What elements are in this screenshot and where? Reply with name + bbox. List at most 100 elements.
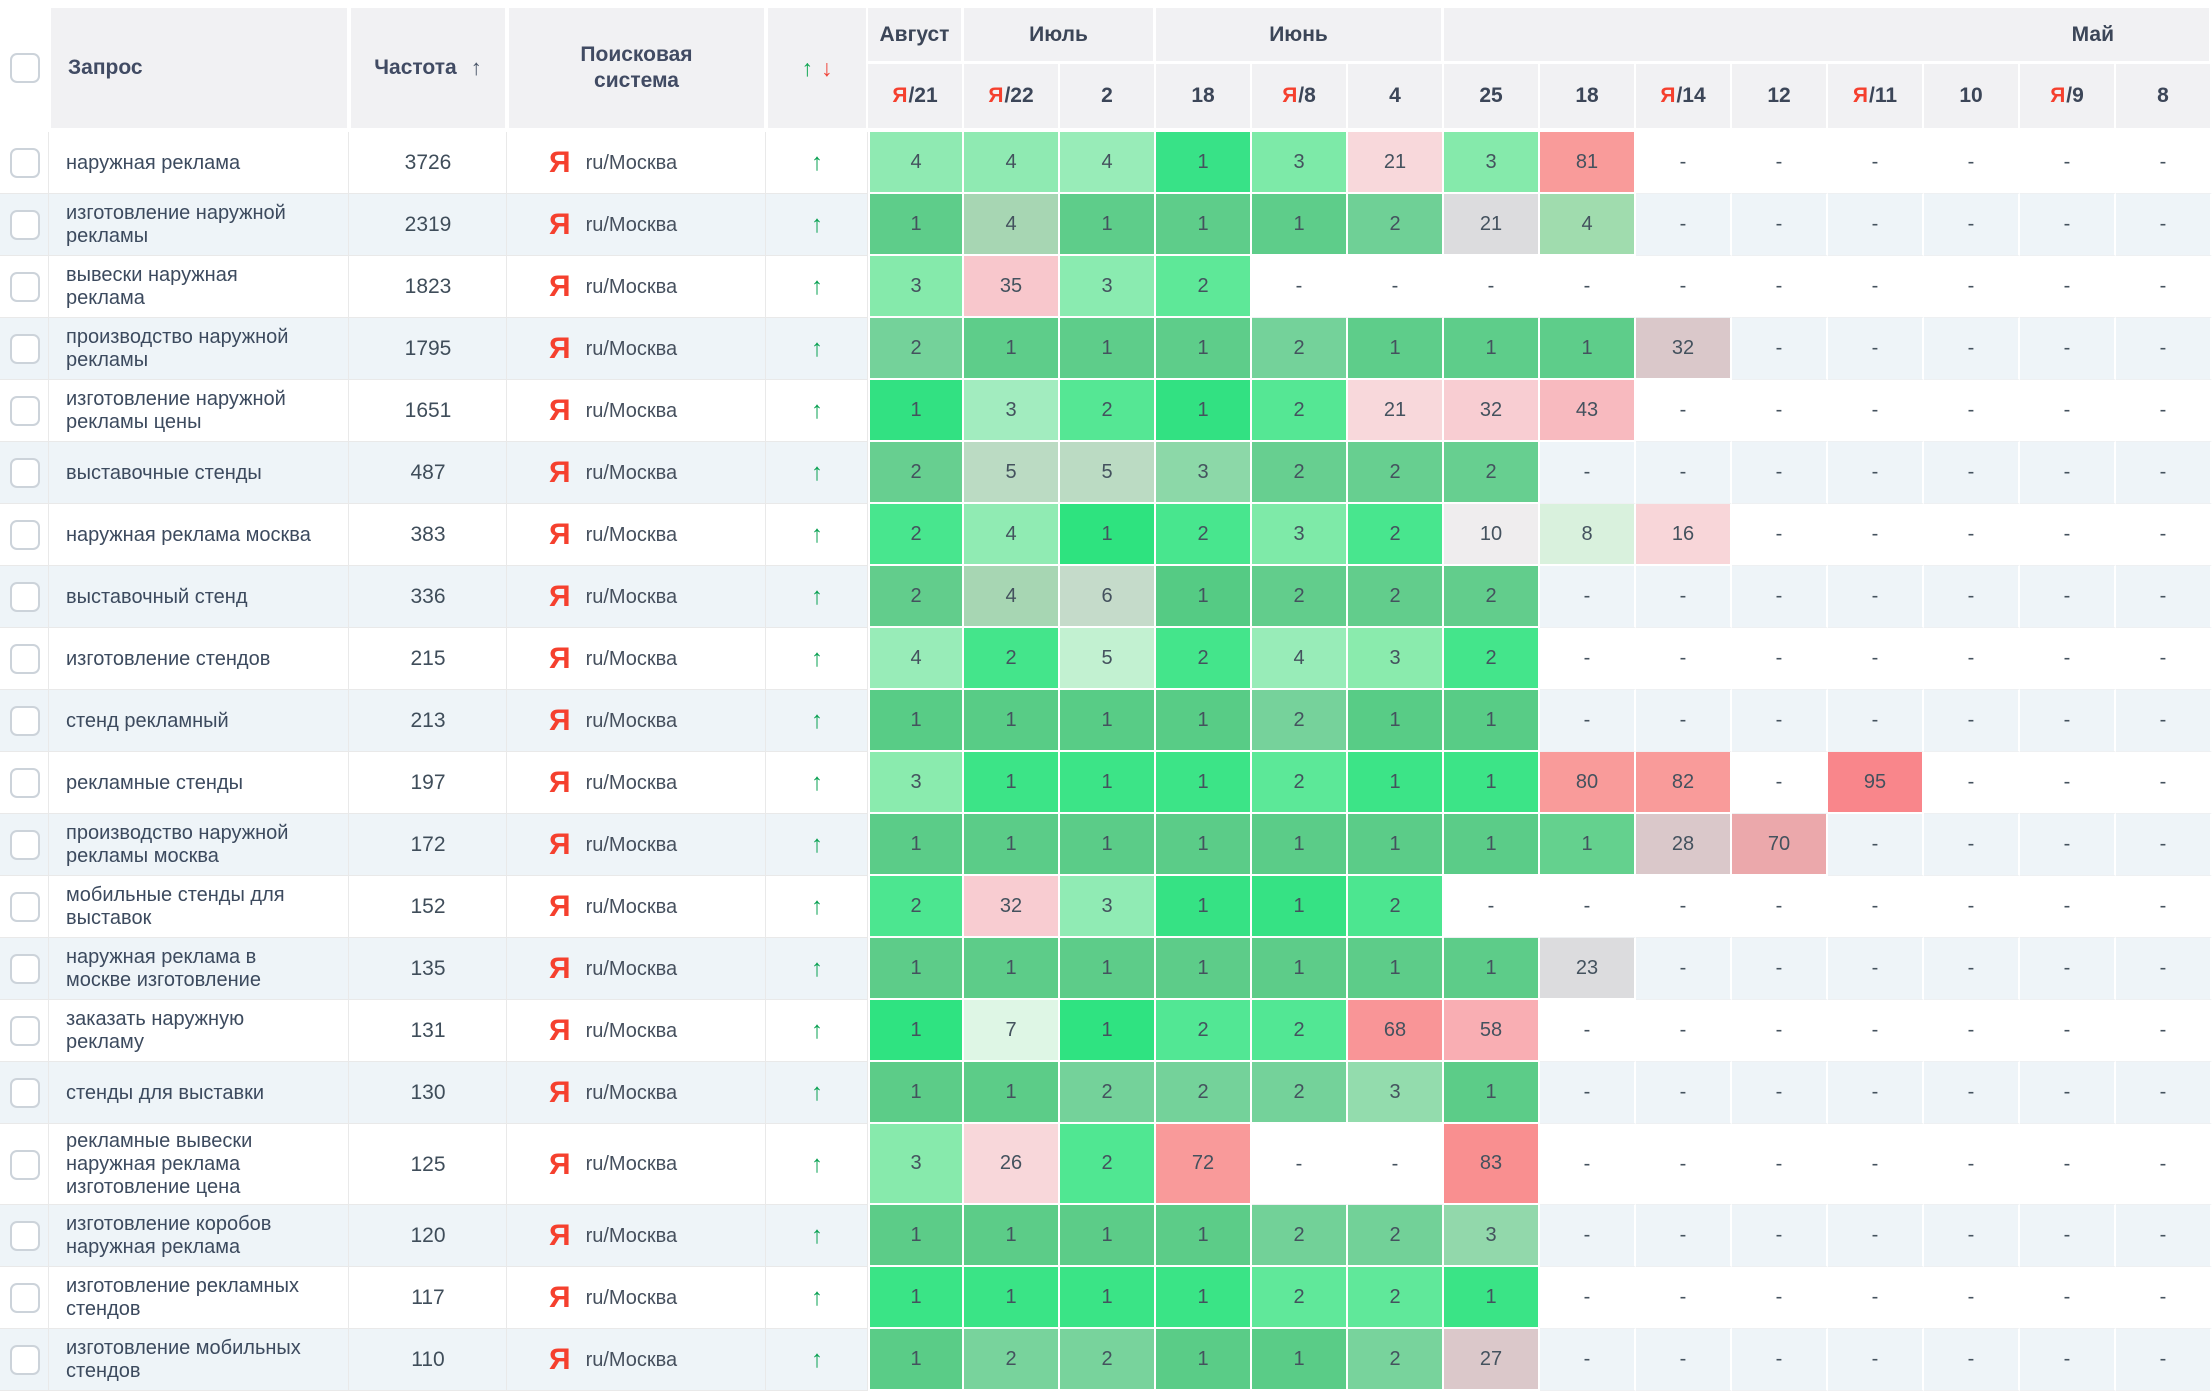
position-cell[interactable]: 1 — [1156, 380, 1252, 442]
position-cell[interactable]: 26 — [964, 1124, 1060, 1205]
row-checkbox[interactable] — [9, 830, 40, 860]
keyword-query-cell[interactable]: наружная реклама в москве изготовление — [49, 938, 349, 1000]
position-cell[interactable]: 1 — [1156, 876, 1252, 938]
position-cell[interactable]: 1 — [1444, 318, 1540, 380]
row-checkbox[interactable] — [9, 396, 40, 426]
position-cell[interactable]: 2 — [1348, 1329, 1444, 1391]
position-cell[interactable]: 8 — [1540, 504, 1636, 566]
position-cell[interactable]: 1 — [868, 380, 964, 442]
position-cell[interactable]: 2 — [868, 318, 964, 380]
row-checkbox[interactable] — [9, 1078, 40, 1108]
keyword-query-cell[interactable]: производство наружной рекламы москва — [49, 814, 349, 876]
position-cell[interactable]: 1 — [964, 690, 1060, 752]
position-cell[interactable]: 2 — [1348, 1205, 1444, 1267]
position-cell[interactable]: 5 — [1060, 442, 1156, 504]
date-column-header-11[interactable]: Я/11 — [1828, 64, 1924, 128]
position-cell[interactable]: 1 — [1348, 690, 1444, 752]
position-cell[interactable]: 1 — [1060, 504, 1156, 566]
position-cell[interactable]: 2 — [1252, 1267, 1348, 1329]
position-cell[interactable]: 21 — [1348, 380, 1444, 442]
position-cell[interactable]: 1 — [1348, 814, 1444, 876]
position-cell[interactable]: 1 — [964, 814, 1060, 876]
position-cell[interactable]: 2 — [1060, 1124, 1156, 1205]
date-column-header-2[interactable]: Я/22 — [964, 64, 1060, 128]
position-cell[interactable]: 16 — [1636, 504, 1732, 566]
position-cell[interactable]: 1 — [1444, 938, 1540, 1000]
position-cell[interactable]: 3 — [1252, 504, 1348, 566]
position-cell[interactable]: 2 — [1252, 442, 1348, 504]
position-cell[interactable]: 1 — [1540, 318, 1636, 380]
position-cell[interactable]: 3 — [1348, 628, 1444, 690]
position-cell[interactable]: 4 — [1252, 628, 1348, 690]
row-checkbox[interactable] — [9, 954, 40, 984]
position-cell[interactable]: 2 — [1252, 1205, 1348, 1267]
position-cell[interactable]: 35 — [964, 256, 1060, 318]
select-all-checkbox[interactable] — [9, 53, 40, 83]
position-cell[interactable]: 28 — [1636, 814, 1732, 876]
position-cell[interactable]: 2 — [1156, 504, 1252, 566]
row-checkbox[interactable] — [9, 210, 40, 240]
position-cell[interactable]: 1 — [1156, 1205, 1252, 1267]
keyword-query-cell[interactable]: стенды для выставки — [49, 1062, 349, 1124]
position-cell[interactable]: 1 — [1060, 938, 1156, 1000]
position-cell[interactable]: 1 — [868, 1000, 964, 1062]
position-cell[interactable]: 3 — [1348, 1062, 1444, 1124]
position-cell[interactable]: 72 — [1156, 1124, 1252, 1205]
position-cell[interactable]: 2 — [1348, 876, 1444, 938]
position-cell[interactable]: 2 — [1444, 566, 1540, 628]
position-cell[interactable]: 1 — [868, 938, 964, 1000]
position-cell[interactable]: 2 — [1252, 566, 1348, 628]
position-cell[interactable]: 10 — [1444, 504, 1540, 566]
position-cell[interactable]: 1 — [964, 938, 1060, 1000]
position-cell[interactable]: 2 — [868, 566, 964, 628]
keyword-query-cell[interactable]: изготовление наружной рекламы — [49, 194, 349, 256]
position-cell[interactable]: 1 — [1444, 690, 1540, 752]
position-cell[interactable]: 1 — [868, 194, 964, 256]
column-header-search-engine[interactable]: Поисковая система — [507, 8, 766, 128]
keyword-query-cell[interactable]: выставочные стенды — [49, 442, 349, 504]
keyword-query-cell[interactable]: наружная реклама москва — [49, 504, 349, 566]
position-cell[interactable]: 1 — [1060, 194, 1156, 256]
position-cell[interactable]: 1 — [1348, 752, 1444, 814]
row-checkbox[interactable] — [9, 1221, 40, 1251]
position-cell[interactable]: 1 — [1156, 752, 1252, 814]
position-cell[interactable]: 2 — [1348, 442, 1444, 504]
position-cell[interactable]: 4 — [964, 132, 1060, 194]
position-cell[interactable]: 1 — [868, 690, 964, 752]
position-cell[interactable]: 1 — [1060, 1000, 1156, 1062]
position-cell[interactable]: 2 — [1252, 1000, 1348, 1062]
date-column-header-3[interactable]: 2 — [1060, 64, 1156, 128]
position-cell[interactable]: 2 — [1156, 1000, 1252, 1062]
position-cell[interactable]: 1 — [1252, 938, 1348, 1000]
row-checkbox[interactable] — [9, 334, 40, 364]
position-cell[interactable]: 3 — [1444, 132, 1540, 194]
position-cell[interactable]: 1 — [964, 752, 1060, 814]
position-cell[interactable]: 1 — [868, 814, 964, 876]
keyword-query-cell[interactable]: стенд рекламный — [49, 690, 349, 752]
position-cell[interactable]: 2 — [1156, 256, 1252, 318]
row-checkbox[interactable] — [9, 768, 40, 798]
position-cell[interactable]: 3 — [868, 1124, 964, 1205]
position-cell[interactable]: 1 — [1156, 1329, 1252, 1391]
row-checkbox[interactable] — [9, 1283, 40, 1313]
row-checkbox[interactable] — [9, 706, 40, 736]
column-header-trend[interactable]: ↑ ↓ — [766, 8, 868, 128]
position-cell[interactable]: 1 — [868, 1062, 964, 1124]
position-cell[interactable]: 1 — [1060, 1205, 1156, 1267]
position-cell[interactable]: 21 — [1348, 132, 1444, 194]
position-cell[interactable]: 1 — [1156, 132, 1252, 194]
position-cell[interactable]: 2 — [1348, 1267, 1444, 1329]
position-cell[interactable]: 1 — [1060, 690, 1156, 752]
position-cell[interactable]: 1 — [1252, 814, 1348, 876]
row-checkbox[interactable] — [9, 520, 40, 550]
keyword-query-cell[interactable]: рекламные стенды — [49, 752, 349, 814]
position-cell[interactable]: 1 — [1156, 814, 1252, 876]
position-cell[interactable]: 4 — [868, 628, 964, 690]
row-checkbox[interactable] — [9, 1345, 40, 1375]
position-cell[interactable]: 1 — [1156, 938, 1252, 1000]
row-checkbox[interactable] — [9, 272, 40, 302]
position-cell[interactable]: 2 — [1348, 566, 1444, 628]
position-cell[interactable]: 1 — [1156, 194, 1252, 256]
position-cell[interactable]: 1 — [1156, 690, 1252, 752]
position-cell[interactable]: 3 — [1060, 256, 1156, 318]
